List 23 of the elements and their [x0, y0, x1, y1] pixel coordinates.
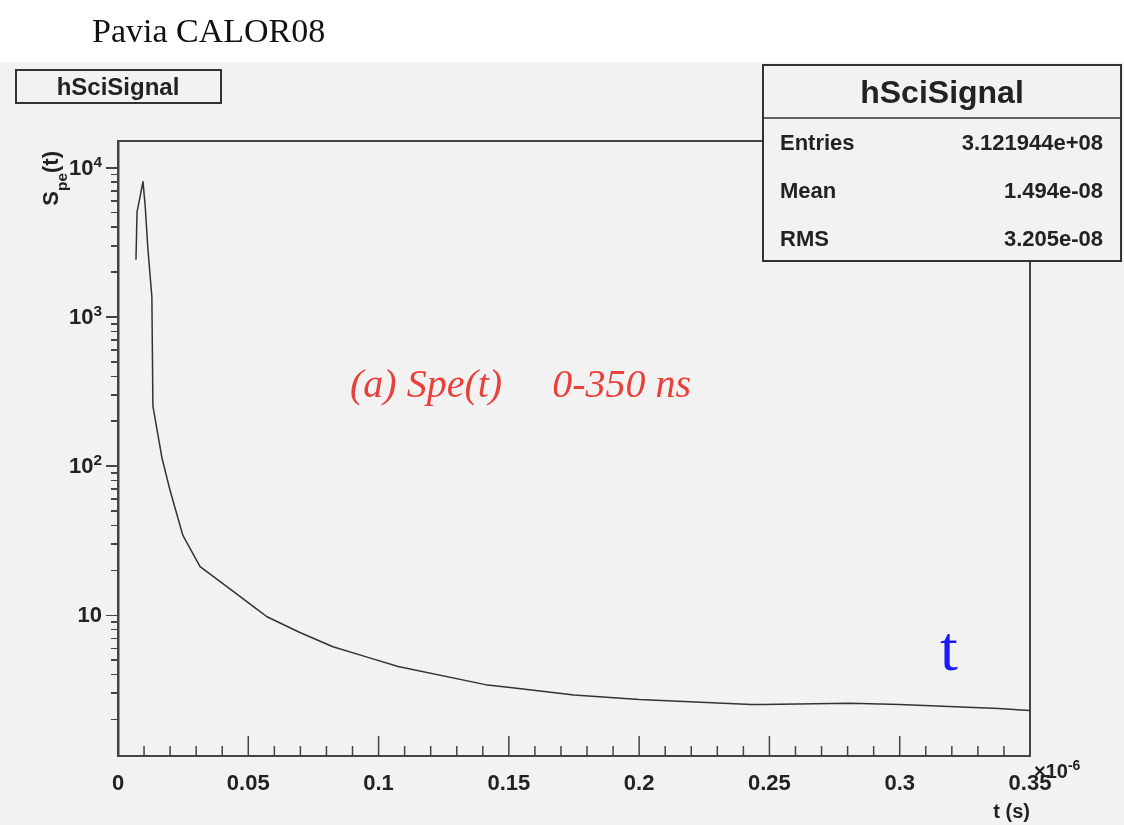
annotation: RMS	[780, 226, 829, 251]
annotation: t	[940, 613, 958, 684]
x-tick-label: 0.05	[226, 770, 270, 795]
chart-subtitle: hSciSignal	[56, 73, 180, 100]
x-tick-label: 0.25	[748, 770, 791, 795]
x-tick-label: 0.2	[623, 770, 655, 795]
y-tick-label: 10$^{4}$	[68, 152, 103, 180]
y-tick-label: 10$^{3}$	[68, 301, 102, 329]
y-tick-label: 10$^{2}$	[68, 450, 102, 479]
annotation: 3.121944e+08	[961, 130, 1103, 155]
x-tick-label: 0.1	[363, 770, 394, 795]
annotation: 3.205e-08	[1003, 226, 1103, 251]
x-axis-title: t (s)	[993, 800, 1030, 822]
x-tick-label: 0.15	[487, 770, 531, 795]
annotation: (a) Spe(t) 0-350 ns	[350, 361, 692, 406]
annotation: Entries	[780, 130, 855, 155]
text: hSciSignal	[860, 74, 1024, 110]
x-tick-label: 0	[111, 770, 125, 795]
annotation: 1.494e-08	[1003, 178, 1103, 203]
chart-title: Pavia CALOR08	[92, 12, 326, 49]
x-tick-label: 0.3	[884, 770, 916, 795]
annotation: Mean	[780, 178, 837, 203]
y-tick-label: 10	[77, 602, 102, 628]
